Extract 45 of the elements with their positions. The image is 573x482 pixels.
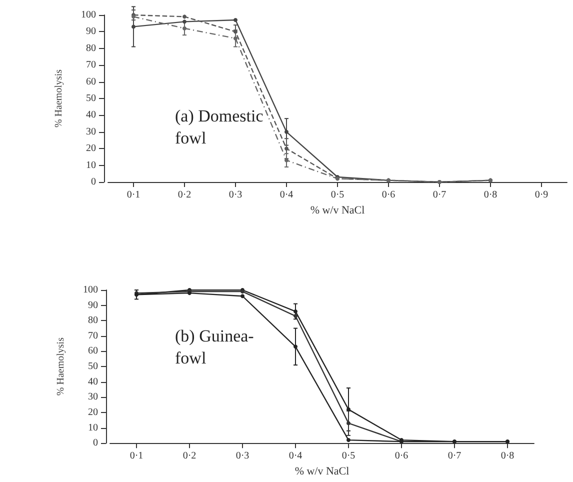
annotation: (b) Guinea- fowl [175,326,254,368]
y-tick-label: 20 [88,406,98,418]
y-tick-label: 0 [91,176,96,188]
x-tick-label: 0·7 [432,190,446,200]
y-tick-label: 30 [86,126,96,138]
y-tick-label: 80 [88,315,98,326]
x-tick-label: 0·1 [130,450,144,462]
y-tick-label: 60 [88,346,98,357]
y-tick-label: 50 [88,361,98,372]
y-tick-label: 90 [88,300,98,311]
x-tick-label: 0·8 [484,190,498,200]
y-tick-label: 60 [86,76,96,88]
x-axis-title: % w/v NaCl [294,466,350,478]
x-tick-label: 0·7 [448,450,462,462]
y-tick-label: 20 [86,143,96,154]
y-tick-label: 10 [86,160,96,171]
x-tick-label: 0·6 [394,450,408,462]
y-tick-label: 100 [83,284,98,296]
x-tick-label: 0·3 [228,190,242,200]
y-tick-label: 70 [86,60,96,71]
y-axis-title: % Haemolysis [56,337,66,396]
x-tick-label: 0·4 [288,450,302,462]
y-tick-label: 90 [86,26,96,38]
x-tick-label: 0·8 [500,450,514,462]
y-tick-label: 0 [93,438,98,449]
x-tick-label: 0·5 [342,450,356,462]
y-tick-label: 30 [88,392,98,403]
y-tick-label: 80 [86,42,96,54]
y-tick-label: 50 [86,93,96,104]
x-tick-label: 0·2 [182,450,196,462]
x-tick-label: 0·6 [382,190,396,200]
x-tick-label: 0·4 [280,190,294,200]
x-tick-label: 0·2 [178,190,192,200]
y-tick-label: 10 [88,422,98,434]
x-tick-label: 0·9 [534,190,548,200]
annotation: (a) Domestic fowl [175,106,264,148]
x-axis-title: % w/v NaCl [310,204,365,216]
x-tick-label: 0·3 [236,450,250,462]
y-tick-label: 70 [88,330,98,342]
y-tick-label: 100 [81,10,96,20]
y-tick-label: 40 [88,376,98,388]
x-tick-label: 0·1 [126,190,140,200]
y-axis-title: % Haemolysis [54,69,64,128]
y-tick-label: 40 [86,110,96,121]
x-tick-label: 0·5 [330,190,344,200]
